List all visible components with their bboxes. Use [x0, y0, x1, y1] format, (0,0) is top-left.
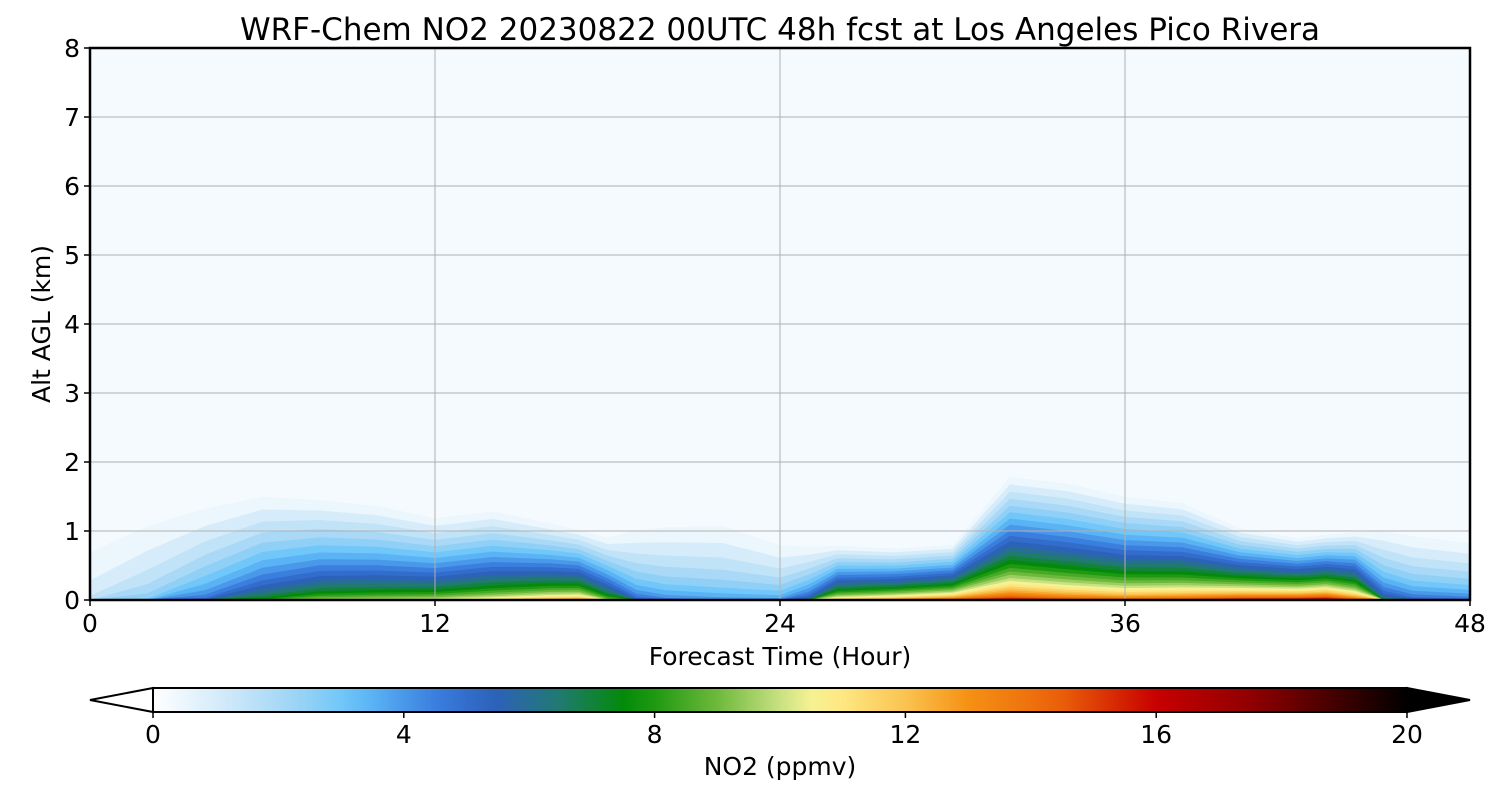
y-tick-label: 0 [64, 586, 80, 615]
colorbar: 0 4 8 12 16 20 [90, 688, 1470, 749]
y-tick-label: 7 [64, 103, 80, 132]
y-tick-label: 2 [64, 448, 80, 477]
y-tick-label: 1 [64, 517, 80, 546]
colorbar-gradient [153, 688, 1407, 712]
x-tick-label: 24 [764, 609, 796, 638]
x-tick-label: 12 [419, 609, 451, 638]
y-tick-label: 4 [64, 310, 80, 339]
y-tick-label: 5 [64, 241, 80, 270]
x-ticks: 0 12 24 36 48 [82, 600, 1486, 638]
colorbar-tick-label: 0 [145, 720, 161, 749]
y-tick-label: 3 [64, 379, 80, 408]
colorbar-tick-label: 20 [1391, 720, 1423, 749]
y-tick-label: 6 [64, 172, 80, 201]
colorbar-tick-label: 16 [1140, 720, 1172, 749]
x-axis-label: Forecast Time (Hour) [649, 642, 912, 671]
colorbar-label: NO2 (ppmv) [704, 752, 857, 781]
x-tick-label: 36 [1109, 609, 1141, 638]
colorbar-extend-min [90, 688, 153, 712]
colorbar-tick-label: 12 [889, 720, 921, 749]
chart-title: WRF-Chem NO2 20230822 00UTC 48h fcst at … [240, 12, 1320, 48]
colorbar-tick-label: 8 [647, 720, 663, 749]
colorbar-tick-label: 4 [396, 720, 412, 749]
y-axis-label: Alt AGL (km) [27, 245, 56, 403]
x-tick-label: 48 [1454, 609, 1486, 638]
y-ticks: 0 1 2 3 4 5 6 7 8 [64, 34, 90, 615]
x-tick-label: 0 [82, 609, 98, 638]
colorbar-extend-max [1407, 688, 1470, 712]
y-tick-label: 8 [64, 34, 80, 63]
